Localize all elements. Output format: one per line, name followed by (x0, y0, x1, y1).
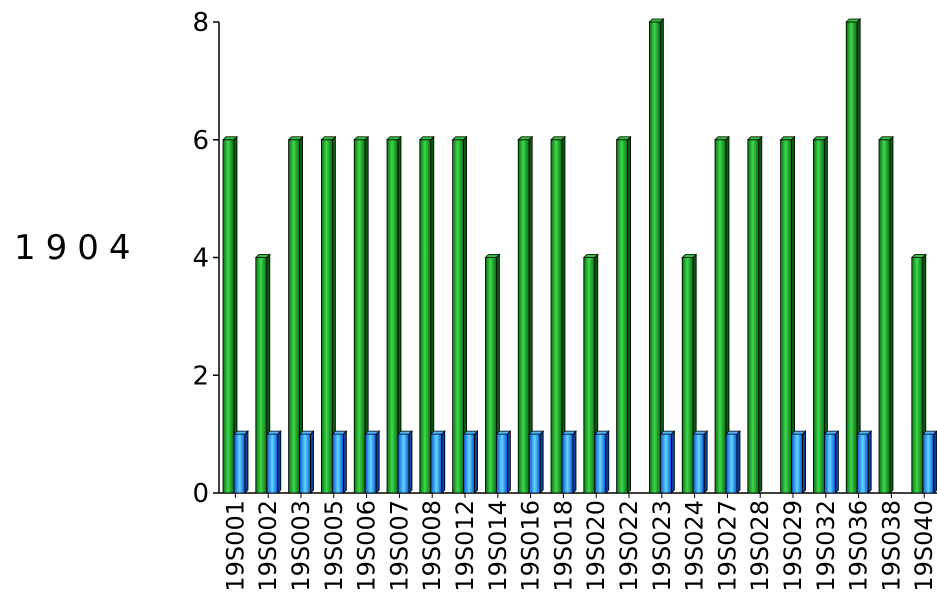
bar-series-2 (692, 430, 709, 494)
x-tick-label: 19S018 (549, 500, 577, 592)
bar-series-2 (397, 430, 413, 494)
x-tick-label: 19S027 (713, 500, 741, 592)
bar-series-2 (790, 430, 807, 494)
bar-series-1 (320, 135, 337, 494)
x-tick-label: 19S024 (681, 500, 709, 592)
x-tick-label: 19S007 (385, 500, 413, 592)
bar-series-1 (845, 18, 862, 494)
bar-series-1 (878, 135, 894, 494)
bar-series-2 (593, 430, 610, 494)
x-tick-label: 19S003 (287, 500, 315, 592)
x-tick-label: 19S022 (615, 500, 643, 592)
x-tick-label: 19S036 (845, 500, 873, 592)
bar-series-2 (429, 430, 446, 494)
bar-series-2 (823, 430, 840, 494)
bar-series-2 (495, 430, 512, 494)
x-tick-label: 19S023 (648, 500, 676, 592)
x-tick-label: 19S014 (484, 500, 512, 592)
bar-series-1 (222, 135, 238, 494)
x-tick-label: 19S006 (353, 500, 381, 592)
side-label: 1904 (14, 228, 141, 268)
x-tick-label: 19S029 (779, 500, 807, 592)
bar-series-2 (298, 430, 315, 494)
bar-series-1 (648, 18, 665, 494)
bar-series-1 (418, 135, 435, 494)
bar-series-2 (331, 430, 348, 494)
x-tick-label: 19S012 (451, 500, 479, 592)
bar-series-1 (746, 135, 763, 494)
bar-series-1 (517, 135, 534, 494)
bar-series-2 (561, 430, 577, 494)
bar-series-2 (233, 430, 249, 494)
bar-series-2 (528, 430, 545, 494)
x-tick-label: 19S020 (582, 500, 610, 592)
x-tick-label: 19S016 (517, 500, 545, 592)
y-tick-label: 2 (192, 361, 209, 391)
bar-series-2 (659, 430, 676, 494)
x-tick-label: 19S040 (910, 500, 937, 592)
bar-series-2 (921, 430, 937, 494)
x-tick-label: 19S008 (418, 500, 446, 592)
bar-series-2 (725, 430, 741, 494)
bar-series-2 (364, 430, 381, 494)
bar-series-2 (462, 430, 479, 494)
y-tick-label: 8 (192, 8, 209, 38)
bar-series-1 (287, 135, 304, 494)
bar-series-2 (265, 430, 282, 494)
y-tick-label: 0 (192, 479, 209, 509)
bar-series-1 (812, 135, 829, 494)
bar-series-1 (550, 135, 566, 494)
x-tick-label: 19S005 (320, 500, 348, 592)
x-tick-label: 19S038 (877, 500, 905, 592)
y-tick-label: 4 (192, 244, 209, 274)
x-tick-label: 19S002 (254, 500, 282, 592)
bar-series-1 (615, 135, 632, 494)
bar-series-2 (856, 430, 873, 494)
y-tick-label: 6 (192, 126, 209, 156)
x-tick-label: 19S001 (221, 500, 249, 592)
x-tick-label: 19S028 (746, 500, 774, 592)
x-tick-label: 19S032 (812, 500, 840, 592)
